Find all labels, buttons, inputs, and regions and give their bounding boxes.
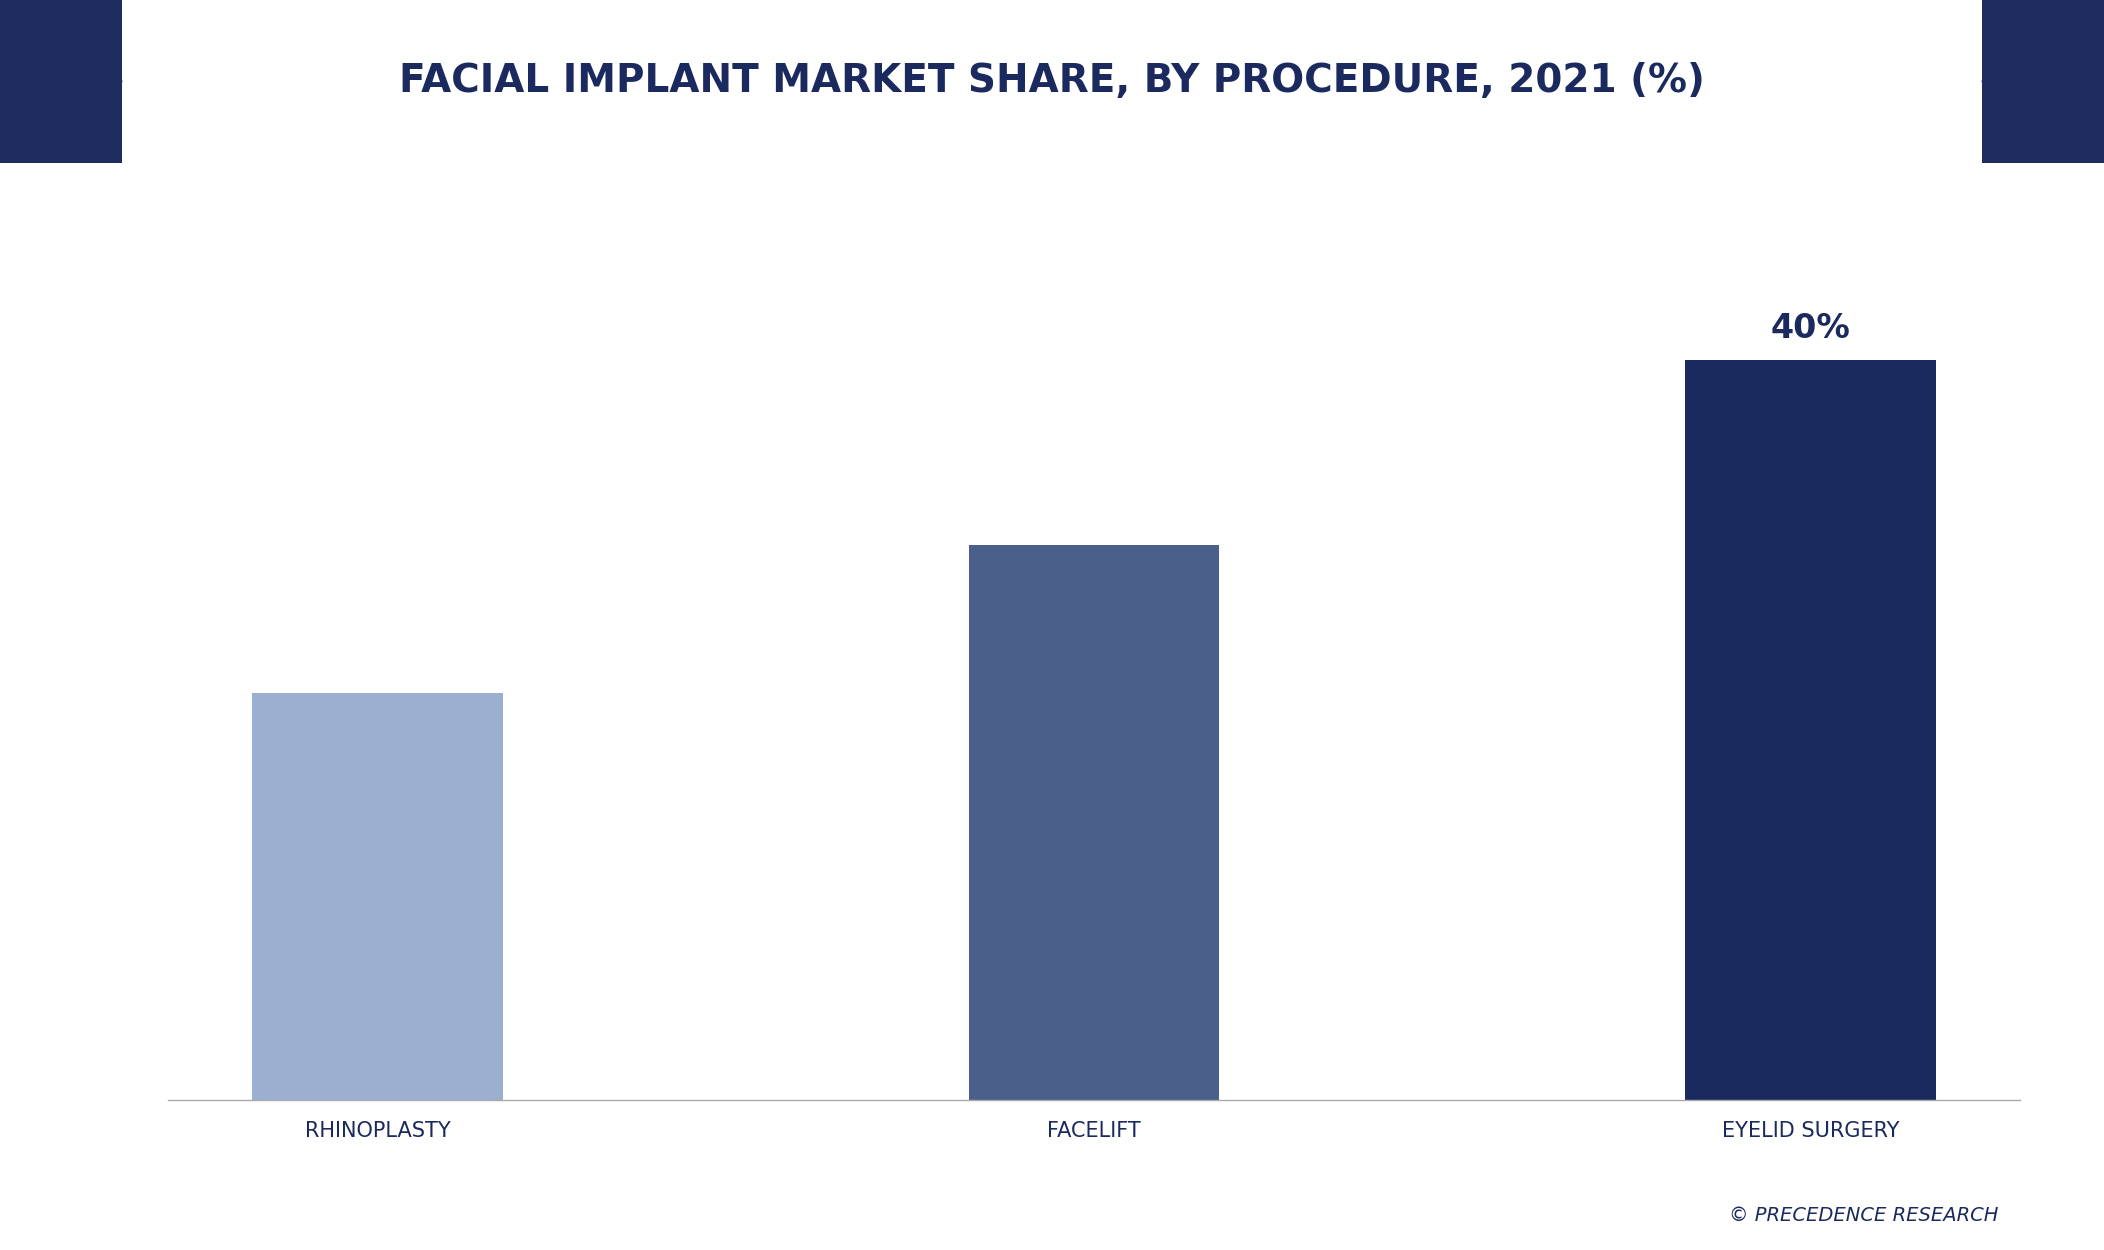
Bar bbox=[1685, 360, 1936, 1100]
Bar bbox=[968, 545, 1220, 1100]
Text: 40%: 40% bbox=[1769, 312, 1849, 345]
Bar bbox=[116, 6, 1988, 156]
Text: FACIAL IMPLANT MARKET SHARE, BY PROCEDURE, 2021 (%): FACIAL IMPLANT MARKET SHARE, BY PROCEDUR… bbox=[400, 62, 1704, 100]
Bar bbox=[1982, 0, 2104, 162]
Text: © PRECEDENCE RESEARCH: © PRECEDENCE RESEARCH bbox=[1729, 1206, 1999, 1225]
Bar bbox=[252, 693, 503, 1100]
Polygon shape bbox=[1982, 8, 2072, 154]
Bar bbox=[0, 0, 122, 162]
Polygon shape bbox=[32, 8, 122, 154]
